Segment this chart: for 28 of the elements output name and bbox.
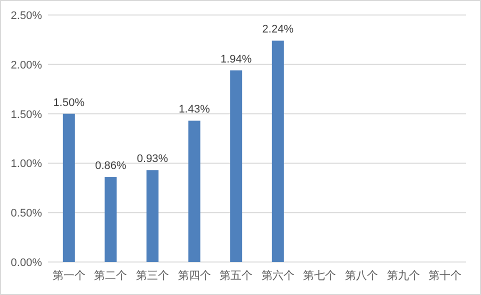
y-tick-label: 0.50% <box>10 208 42 220</box>
y-tick-label: 1.50% <box>10 108 42 121</box>
x-tick-label: 第九个 <box>386 269 420 282</box>
y-tick-label: 1.00% <box>10 158 42 170</box>
y-tick-label: 0.00% <box>10 257 42 269</box>
x-tick-label: 第六个 <box>261 269 294 282</box>
bar <box>230 70 242 262</box>
bar <box>146 170 158 262</box>
x-tick-label: 第三个 <box>136 270 169 282</box>
bar <box>188 120 200 262</box>
x-tick-label: 第五个 <box>220 270 253 282</box>
bar <box>104 177 117 262</box>
data-label: 1.43% <box>178 104 210 116</box>
data-label: 0.93% <box>136 153 168 166</box>
x-tick-label: 第十个 <box>428 269 462 282</box>
x-tick-label: 第八个 <box>345 270 378 282</box>
x-tick-label: 第二个 <box>94 270 128 282</box>
x-tick-label: 第一个 <box>52 270 86 282</box>
x-tick-label: 第七个 <box>303 269 336 282</box>
y-tick-label: 2.50% <box>10 10 42 22</box>
data-label: 0.86% <box>95 160 127 172</box>
data-label: 1.50% <box>53 96 85 109</box>
data-label: 1.94% <box>220 53 252 66</box>
bar <box>272 40 284 262</box>
bar <box>62 114 75 262</box>
data-label: 2.24% <box>262 24 294 36</box>
y-tick-label: 2.00% <box>10 59 42 72</box>
x-tick-label: 第四个 <box>178 270 211 282</box>
